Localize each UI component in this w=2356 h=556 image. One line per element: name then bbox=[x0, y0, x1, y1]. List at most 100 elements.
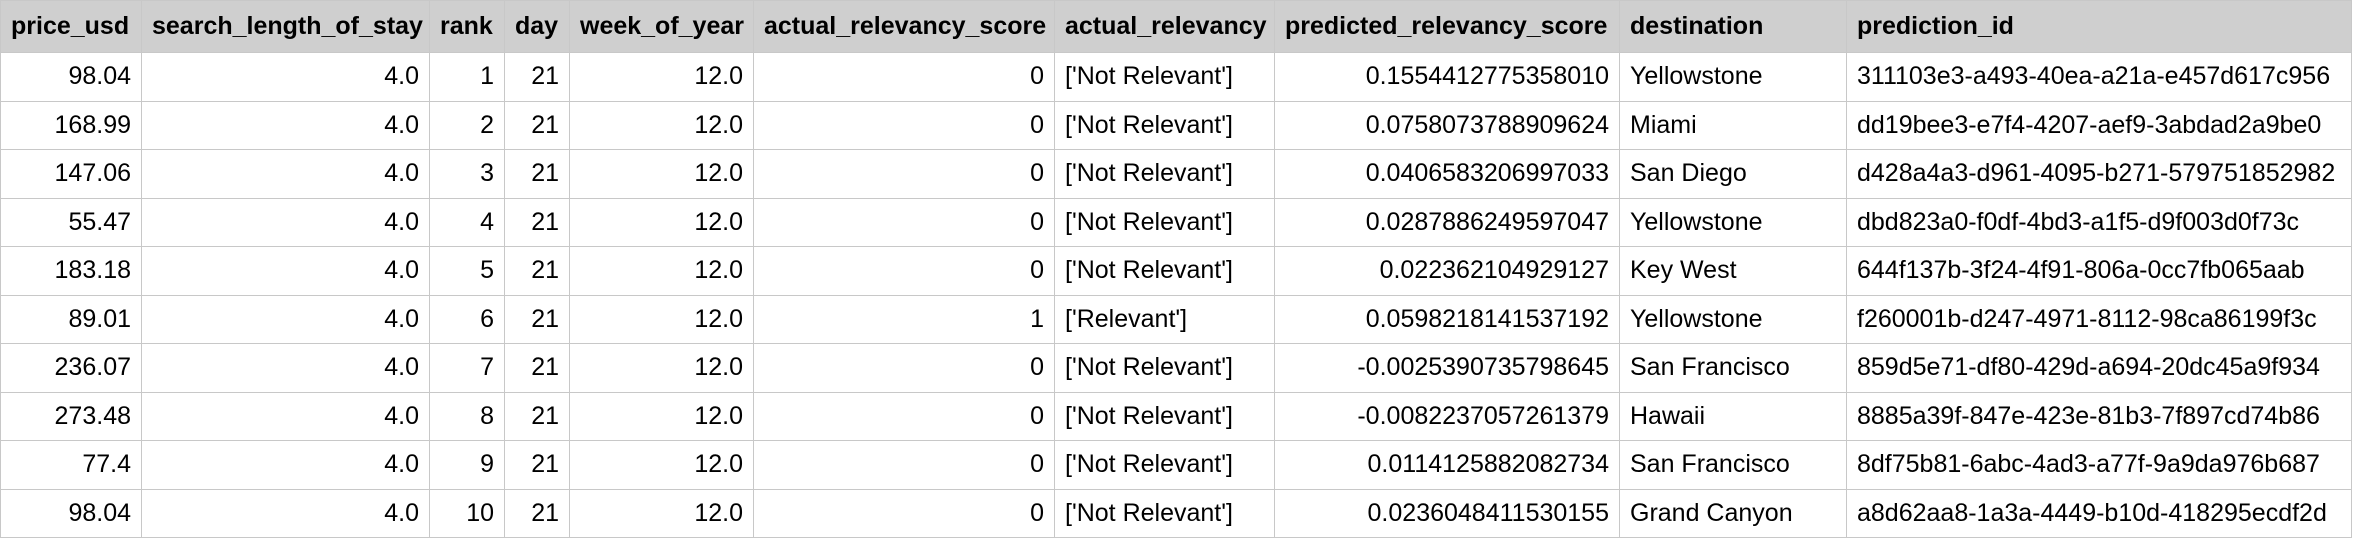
cell-price-usd: 147.06 bbox=[0, 149, 142, 199]
header-row: price_usd search_length_of_stay rank day wee… bbox=[0, 0, 2352, 53]
column-header-week-of-year[interactable]: week_of_year bbox=[569, 0, 754, 53]
cell-day: 21 bbox=[504, 294, 570, 344]
cell-rank: 8 bbox=[429, 391, 505, 441]
cell-predicted-relevancy-score: 0.0758073788909624 bbox=[1274, 100, 1620, 150]
data-table: price_usd search_length_of_stay rank day wee… bbox=[0, 0, 2352, 538]
column-header-actual-relevancy-score[interactable]: actual_relevancy_score bbox=[753, 0, 1055, 53]
cell-prediction-id: 8885a39f-847e-423e-81b3-7f897cd74b86 bbox=[1846, 391, 2352, 441]
cell-price-usd: 183.18 bbox=[0, 246, 142, 296]
cell-prediction-id: a8d62aa8-1a3a-4449-b10d-418295ecdf2d bbox=[1846, 488, 2352, 538]
cell-search-length-of-stay: 4.0 bbox=[141, 197, 430, 247]
cell-prediction-id: 8df75b81-6abc-4ad3-a77f-9a9da976b687 bbox=[1846, 440, 2352, 490]
cell-rank: 5 bbox=[429, 246, 505, 296]
cell-actual-relevancy: ['Not Relevant'] bbox=[1054, 391, 1275, 441]
cell-search-length-of-stay: 4.0 bbox=[141, 440, 430, 490]
cell-day: 21 bbox=[504, 391, 570, 441]
table-row[interactable]: 98.04 4.0 1 21 12.0 0 ['Not Relevant'] 0.155441… bbox=[0, 52, 2352, 102]
cell-price-usd: 55.47 bbox=[0, 197, 142, 247]
cell-destination: Key West bbox=[1619, 246, 1847, 296]
cell-price-usd: 89.01 bbox=[0, 294, 142, 344]
table-body: 98.04 4.0 1 21 12.0 0 ['Not Relevant'] 0.155441… bbox=[0, 52, 2352, 538]
cell-predicted-relevancy-score: 0.0598218141537192 bbox=[1274, 294, 1620, 344]
cell-rank: 3 bbox=[429, 149, 505, 199]
column-header-day[interactable]: day bbox=[504, 0, 570, 53]
cell-week-of-year: 12.0 bbox=[569, 52, 754, 102]
cell-week-of-year: 12.0 bbox=[569, 391, 754, 441]
cell-actual-relevancy: ['Not Relevant'] bbox=[1054, 246, 1275, 296]
cell-day: 21 bbox=[504, 197, 570, 247]
cell-price-usd: 98.04 bbox=[0, 52, 142, 102]
column-header-rank[interactable]: rank bbox=[429, 0, 505, 53]
cell-search-length-of-stay: 4.0 bbox=[141, 294, 430, 344]
cell-search-length-of-stay: 4.0 bbox=[141, 246, 430, 296]
table-row[interactable]: 55.47 4.0 4 21 12.0 0 ['Not Relevant'] 0.028788… bbox=[0, 197, 2352, 247]
table-row[interactable]: 77.4 4.0 9 21 12.0 0 ['Not Relevant'] 0.0114125… bbox=[0, 440, 2352, 490]
cell-search-length-of-stay: 4.0 bbox=[141, 343, 430, 393]
cell-actual-relevancy-score: 0 bbox=[753, 391, 1055, 441]
cell-day: 21 bbox=[504, 100, 570, 150]
table-header: price_usd search_length_of_stay rank day wee… bbox=[0, 0, 2352, 53]
cell-actual-relevancy: ['Not Relevant'] bbox=[1054, 440, 1275, 490]
cell-prediction-id: d428a4a3-d961-4095-b271-579751852982 bbox=[1846, 149, 2352, 199]
cell-search-length-of-stay: 4.0 bbox=[141, 100, 430, 150]
cell-price-usd: 77.4 bbox=[0, 440, 142, 490]
table-row[interactable]: 273.48 4.0 8 21 12.0 0 ['Not Relevant'] -0.0082… bbox=[0, 391, 2352, 441]
cell-actual-relevancy: ['Relevant'] bbox=[1054, 294, 1275, 344]
cell-rank: 9 bbox=[429, 440, 505, 490]
cell-destination: Grand Canyon bbox=[1619, 488, 1847, 538]
cell-actual-relevancy-score: 0 bbox=[753, 52, 1055, 102]
cell-predicted-relevancy-score: 0.0236048411530155 bbox=[1274, 488, 1620, 538]
cell-actual-relevancy-score: 0 bbox=[753, 440, 1055, 490]
cell-price-usd: 98.04 bbox=[0, 488, 142, 538]
cell-actual-relevancy-score: 0 bbox=[753, 488, 1055, 538]
cell-actual-relevancy: ['Not Relevant'] bbox=[1054, 149, 1275, 199]
table-row[interactable]: 236.07 4.0 7 21 12.0 0 ['Not Relevant'] -0.0025… bbox=[0, 343, 2352, 393]
cell-prediction-id: dbd823a0-f0df-4bd3-a1f5-d9f003d0f73c bbox=[1846, 197, 2352, 247]
cell-prediction-id: 644f137b-3f24-4f91-806a-0cc7fb065aab bbox=[1846, 246, 2352, 296]
cell-prediction-id: 311103e3-a493-40ea-a21a-e457d617c956 bbox=[1846, 52, 2352, 102]
cell-search-length-of-stay: 4.0 bbox=[141, 149, 430, 199]
cell-week-of-year: 12.0 bbox=[569, 197, 754, 247]
column-header-search-length-of-stay[interactable]: search_length_of_stay bbox=[141, 0, 430, 53]
cell-predicted-relevancy-score: 0.0114125882082734 bbox=[1274, 440, 1620, 490]
table-row[interactable]: 98.04 4.0 10 21 12.0 0 ['Not Relevant'] 0.02360… bbox=[0, 488, 2352, 538]
column-header-destination[interactable]: destination bbox=[1619, 0, 1847, 53]
cell-predicted-relevancy-score: -0.0025390735798645 bbox=[1274, 343, 1620, 393]
cell-destination: San Diego bbox=[1619, 149, 1847, 199]
cell-price-usd: 168.99 bbox=[0, 100, 142, 150]
column-header-predicted-relevancy-score[interactable]: predicted_relevancy_score bbox=[1274, 0, 1620, 53]
cell-actual-relevancy-score: 0 bbox=[753, 100, 1055, 150]
cell-actual-relevancy: ['Not Relevant'] bbox=[1054, 52, 1275, 102]
cell-week-of-year: 12.0 bbox=[569, 100, 754, 150]
cell-destination: San Francisco bbox=[1619, 343, 1847, 393]
cell-destination: Yellowstone bbox=[1619, 197, 1847, 247]
cell-actual-relevancy-score: 0 bbox=[753, 197, 1055, 247]
cell-prediction-id: 859d5e71-df80-429d-a694-20dc45a9f934 bbox=[1846, 343, 2352, 393]
cell-search-length-of-stay: 4.0 bbox=[141, 52, 430, 102]
table-row[interactable]: 183.18 4.0 5 21 12.0 0 ['Not Relevant'] 0.02236… bbox=[0, 246, 2352, 296]
table-row[interactable]: 89.01 4.0 6 21 12.0 1 ['Relevant'] 0.0598218141… bbox=[0, 294, 2352, 344]
cell-rank: 4 bbox=[429, 197, 505, 247]
cell-week-of-year: 12.0 bbox=[569, 488, 754, 538]
table-row[interactable]: 147.06 4.0 3 21 12.0 0 ['Not Relevant'] 0.04065… bbox=[0, 149, 2352, 199]
cell-rank: 1 bbox=[429, 52, 505, 102]
column-header-actual-relevancy[interactable]: actual_relevancy bbox=[1054, 0, 1275, 53]
table-row[interactable]: 168.99 4.0 2 21 12.0 0 ['Not Relevant'] 0.07580… bbox=[0, 100, 2352, 150]
column-header-prediction-id[interactable]: prediction_id bbox=[1846, 0, 2352, 53]
cell-day: 21 bbox=[504, 246, 570, 296]
cell-week-of-year: 12.0 bbox=[569, 440, 754, 490]
cell-actual-relevancy-score: 0 bbox=[753, 149, 1055, 199]
cell-price-usd: 273.48 bbox=[0, 391, 142, 441]
cell-predicted-relevancy-score: 0.1554412775358010 bbox=[1274, 52, 1620, 102]
cell-day: 21 bbox=[504, 52, 570, 102]
cell-destination: Miami bbox=[1619, 100, 1847, 150]
cell-rank: 7 bbox=[429, 343, 505, 393]
cell-rank: 10 bbox=[429, 488, 505, 538]
cell-prediction-id: dd19bee3-e7f4-4207-aef9-3abdad2a9be0 bbox=[1846, 100, 2352, 150]
column-header-price-usd[interactable]: price_usd bbox=[0, 0, 142, 53]
cell-day: 21 bbox=[504, 149, 570, 199]
cell-rank: 6 bbox=[429, 294, 505, 344]
cell-week-of-year: 12.0 bbox=[569, 246, 754, 296]
cell-search-length-of-stay: 4.0 bbox=[141, 488, 430, 538]
cell-destination: Yellowstone bbox=[1619, 52, 1847, 102]
